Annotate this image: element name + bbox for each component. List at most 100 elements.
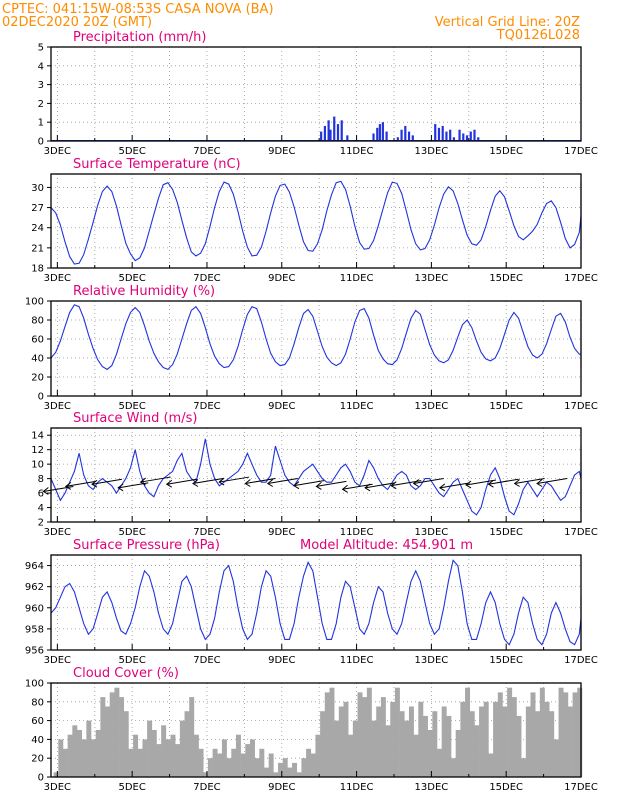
temp-xtick-label: 11DEC xyxy=(340,273,374,284)
precip-bar xyxy=(372,133,375,141)
wind-arrow-head xyxy=(91,479,98,488)
cloud-panel: Cloud Cover (%) 0 20 40 60 80 100 3DEC 5DEC 7DEC 9… xyxy=(25,666,598,793)
cloud-bar xyxy=(441,706,447,777)
cloud-bar xyxy=(558,687,564,777)
wind-frame xyxy=(50,427,582,523)
cloud-bar xyxy=(203,772,209,777)
press-frame xyxy=(50,554,582,651)
wind-arrow-head xyxy=(513,479,520,487)
temp-xtick-label: 5DEC xyxy=(118,273,145,284)
cloud-bar xyxy=(352,720,358,777)
wind-arrow-head xyxy=(364,483,371,492)
cloud-ytick-label: 0 xyxy=(38,773,44,784)
wind-arrow-head xyxy=(438,483,446,492)
precip-bar xyxy=(477,137,480,141)
cloud-xtick-label: 5DEC xyxy=(118,782,145,793)
wind-arrow xyxy=(536,478,568,485)
cloud-bar xyxy=(175,744,181,777)
rh-ytick-label: 20 xyxy=(31,373,44,384)
cloud-bar xyxy=(105,706,111,777)
temp-ytick-label: 24 xyxy=(31,223,44,234)
cloud-bar xyxy=(67,734,73,777)
wind-title: Surface Wind (m/s) xyxy=(73,411,197,426)
cloud-bar xyxy=(142,739,148,777)
cloud-bar xyxy=(451,758,457,777)
rh-xtick-label: 3DEC xyxy=(44,401,71,412)
cloud-bar xyxy=(525,706,531,777)
wind-arrow xyxy=(439,482,470,489)
precip-bar xyxy=(441,125,444,141)
wind-xtick-label: 13DEC xyxy=(415,527,449,538)
cloud-bar xyxy=(114,687,120,777)
cloud-bar xyxy=(193,734,199,777)
cloud-bar xyxy=(362,697,368,777)
wind-arrow-head xyxy=(165,479,173,488)
wind-arrow xyxy=(316,480,347,487)
press-xtick-label: 3DEC xyxy=(44,655,71,666)
cloud-bar xyxy=(287,767,293,777)
cloud-bar xyxy=(404,720,410,777)
rh-ytick-label: 40 xyxy=(31,354,44,365)
cloud-bar xyxy=(273,772,279,777)
rh-ytick-label: 60 xyxy=(31,335,44,346)
header-grid-note: Vertical Grid Line: 20Z xyxy=(435,15,580,30)
wind-ytick-label: 14 xyxy=(31,431,44,442)
wind-ytick-label: 4 xyxy=(38,503,44,514)
rh-xtick-label: 15DEC xyxy=(489,401,523,412)
wind-ytick-label: 6 xyxy=(38,489,44,500)
precip-xtick-label: 11DEC xyxy=(340,146,374,157)
temp-line xyxy=(50,180,582,265)
cloud-bar xyxy=(385,725,391,777)
precip-bar xyxy=(462,133,465,141)
press-xtick-label: 7DEC xyxy=(193,655,220,666)
cloud-bar xyxy=(553,739,559,777)
precip-xtick-label: 17DEC xyxy=(564,146,598,157)
cloud-ytick-label: 80 xyxy=(31,697,44,708)
cloud-bar xyxy=(399,711,405,777)
cloud-bar xyxy=(455,730,461,777)
wind-arrow xyxy=(192,478,224,485)
precip-bar xyxy=(323,125,326,141)
rh-xtick-label: 7DEC xyxy=(193,401,220,412)
temp-xtick-label: 9DEC xyxy=(268,273,295,284)
cloud-bar xyxy=(366,687,372,777)
cloud-bar xyxy=(436,748,442,777)
temp-panel: Surface Temperature (nC) 18 21 24 27 30 3DEC 5D… xyxy=(31,157,598,284)
precip-bar xyxy=(327,120,330,141)
wind-ytick-label: 2 xyxy=(38,518,44,529)
wind-panel: Surface Wind (m/s) 2 4 6 8 10 12 14 3DEC 5DEC 7DEC… xyxy=(31,411,598,538)
precip-bar xyxy=(434,124,437,141)
cloud-bar xyxy=(133,734,139,777)
wind-xtick-label: 11DEC xyxy=(340,527,374,538)
cloud-bar xyxy=(493,701,499,777)
cloud-bar xyxy=(432,711,438,777)
cloud-xtick-label: 11DEC xyxy=(340,782,374,793)
precip-panel: Precipitation (mm/h) 0 1 2 3 4 5 3DEC 5DEC 7DEC 9D… xyxy=(38,30,598,157)
cloud-xtick-label: 9DEC xyxy=(268,782,295,793)
press-line xyxy=(50,559,582,650)
wind-ytick-label: 12 xyxy=(31,445,44,456)
precip-xtick-label: 5DEC xyxy=(118,146,145,157)
cloud-bar xyxy=(151,730,157,777)
wind-arrow-head xyxy=(192,479,199,487)
wind-arrow-head xyxy=(465,480,472,489)
cloud-bar xyxy=(226,758,232,777)
rh-title: Relative Humidity (%) xyxy=(73,284,215,299)
precip-ytick-label: 1 xyxy=(38,118,44,129)
cloud-bar xyxy=(507,687,513,777)
wind-arrow xyxy=(166,478,197,485)
press-xtick-label: 9DEC xyxy=(268,655,295,666)
wind-arrow-head xyxy=(315,482,322,490)
cloud-bar xyxy=(217,753,223,777)
press-ytick-label: 964 xyxy=(25,561,44,572)
cloud-bar xyxy=(530,692,536,777)
cloud-ytick-label: 20 xyxy=(31,754,44,765)
cloud-bar xyxy=(100,697,106,777)
cloud-xtick-label: 3DEC xyxy=(44,782,71,793)
precip-ytick-label: 3 xyxy=(38,80,44,91)
temp-ytick-label: 21 xyxy=(31,243,44,254)
precip-bar xyxy=(320,131,323,141)
precip-bar xyxy=(458,129,461,141)
press-xtick-label: 13DEC xyxy=(415,655,449,666)
cloud-bar xyxy=(207,758,213,777)
